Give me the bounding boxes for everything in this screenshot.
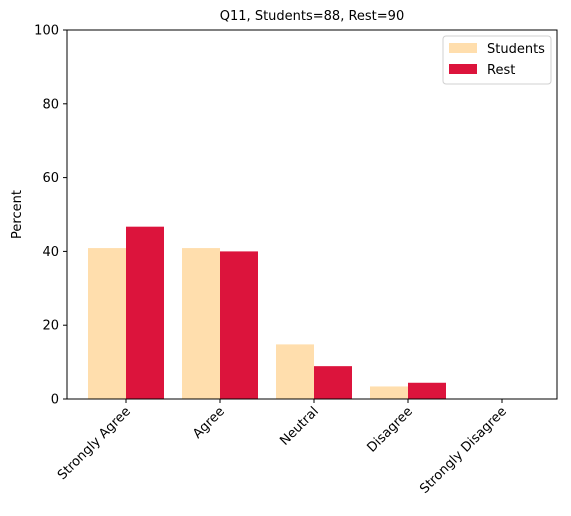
legend-label-students: Students	[487, 42, 545, 57]
legend-swatch-rest	[449, 64, 477, 74]
x-tick-label: Strongly Agree	[55, 404, 134, 483]
bar-rest-neutral	[314, 366, 352, 399]
y-axis: 0 20 40 60 80 100	[34, 24, 67, 408]
legend-swatch-students	[449, 43, 477, 53]
y-tick-label: 80	[42, 97, 59, 112]
x-tick-label: Neutral	[277, 404, 322, 449]
x-axis: Strongly Agree Agree Neutral Disagree Strong…	[55, 399, 510, 497]
bar-students-strongly-agree	[88, 248, 126, 399]
y-axis-label: Percent	[10, 190, 25, 239]
y-tick-label: 0	[51, 393, 59, 408]
legend: Students Rest	[442, 35, 552, 85]
x-tick-label: Disagree	[364, 404, 415, 455]
bars-layer	[88, 226, 446, 399]
y-tick-label: 20	[42, 319, 59, 334]
bar-rest-agree	[220, 251, 258, 399]
legend-label-rest: Rest	[487, 63, 515, 78]
bar-rest-disagree	[408, 382, 446, 399]
bar-students-disagree	[370, 386, 408, 399]
x-tick-label: Agree	[190, 404, 228, 442]
bar-rest-strongly-agree	[126, 226, 164, 399]
x-tick-label: Strongly Disagree	[417, 404, 510, 497]
y-tick-label: 60	[42, 171, 59, 186]
plot-frame	[66, 29, 558, 400]
chart-title: Q11, Students=88, Rest=90	[220, 9, 404, 24]
bar-students-agree	[182, 248, 220, 399]
y-tick-label: 100	[34, 24, 59, 39]
bar-students-neutral	[276, 344, 314, 399]
y-tick-label: 40	[42, 245, 59, 260]
